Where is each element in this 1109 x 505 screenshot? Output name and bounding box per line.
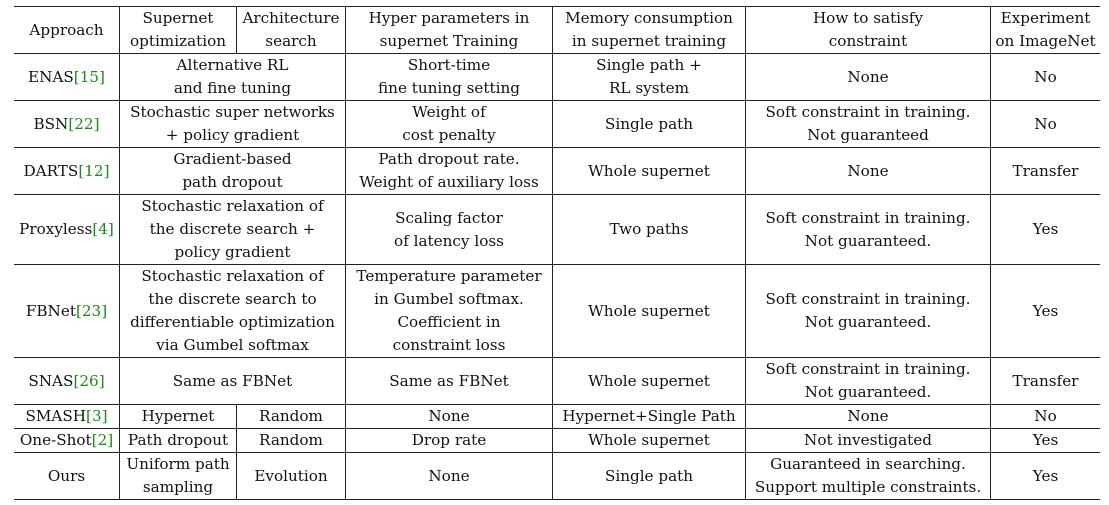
method-cell: Stochastic relaxation of the discrete sea… [119, 264, 346, 358]
architecture-search-cell: Random [236, 428, 346, 453]
architecture-search-cell: Random [236, 404, 346, 429]
approach-cell: ENAS[15] [14, 53, 120, 101]
supernet-optimization-cell: Path dropout [119, 428, 237, 453]
approach-name: SNAS [28, 371, 74, 390]
hyper-parameters-cell: Path dropout rate. Weight of auxiliary lo… [345, 147, 553, 195]
approach-name: DARTS [23, 161, 79, 180]
approach-name: Ours [47, 466, 86, 485]
approach-name: SMASH [25, 407, 87, 425]
citation-link[interactable]: [23] [75, 301, 108, 320]
approach-name: BSN [33, 114, 69, 133]
citation-link[interactable]: [22] [68, 114, 100, 133]
hyper-parameters-cell: Scaling factor of latency loss [345, 194, 553, 265]
citation-link[interactable]: [3] [86, 407, 108, 425]
imagenet-cell: Transfer [990, 357, 1100, 405]
imagenet-cell: Yes [990, 428, 1100, 453]
header-architecture-search: Architecture search [236, 6, 346, 54]
citation-link[interactable]: [4] [92, 220, 114, 238]
memory-cell: Two paths [552, 194, 746, 265]
imagenet-cell: Transfer [990, 147, 1100, 195]
header-approach: Approach [14, 6, 120, 54]
approach-cell: DARTS[12] [14, 147, 120, 195]
memory-cell: Whole supernet [552, 264, 746, 358]
table-row: Ours Uniform path sampling Evolution None Sin… [14, 452, 1100, 500]
approach-cell: Ours [14, 452, 120, 500]
supernet-optimization-cell: Uniform path sampling [119, 452, 237, 500]
table-row: BSN[22] Stochastic super networks + policy… [14, 100, 1100, 148]
imagenet-cell: No [990, 404, 1100, 429]
method-cell: Alternative RL and fine tuning [119, 53, 346, 101]
table-row: SMASH[3] Hypernet Random None Hypernet+Singl… [14, 404, 1100, 429]
approach-cell: SNAS[26] [14, 357, 120, 405]
memory-cell: Whole supernet [552, 357, 746, 405]
constraint-cell: None [745, 147, 991, 195]
method-cell: Stochastic super networks + policy gradie… [119, 100, 346, 148]
imagenet-cell: No [990, 53, 1100, 101]
header-constraint: How to satisfy constraint [745, 6, 991, 54]
approach-name: Proxyless [19, 220, 93, 238]
header-memory-consumption: Memory consumption in supernet training [552, 6, 746, 54]
constraint-cell: Not investigated [745, 428, 991, 453]
hyper-parameters-cell: Drop rate [345, 428, 553, 453]
constraint-cell: Soft constraint in training. Not guarante… [745, 357, 991, 405]
imagenet-cell: Yes [990, 264, 1100, 358]
citation-link[interactable]: [26] [73, 371, 105, 390]
approach-cell: SMASH[3] [14, 404, 120, 429]
approach-name: FBNet [25, 301, 76, 320]
hyper-parameters-cell: None [345, 452, 553, 500]
table-row: DARTS[12] Gradient-based path dropout Path … [14, 147, 1100, 195]
imagenet-cell: Yes [990, 194, 1100, 265]
table-row: SNAS[26] Same as FBNet Same as FBNet Whole … [14, 357, 1100, 405]
citation-link[interactable]: [15] [73, 67, 105, 86]
constraint-cell: Soft constraint in training. Not guarante… [745, 264, 991, 358]
approach-name: ENAS [28, 67, 74, 86]
table-row: FBNet[23] Stochastic relaxation of the dis… [14, 264, 1100, 358]
supernet-optimization-cell: Hypernet [119, 404, 237, 429]
constraint-cell: None [745, 404, 991, 429]
table-row: ENAS[15] Alternative RL and fine tuning Sho… [14, 53, 1100, 101]
hyper-parameters-cell: Weight of cost penalty [345, 100, 553, 148]
constraint-cell: Guaranteed in searching. Support multiple… [745, 452, 991, 500]
approach-cell: BSN[22] [14, 100, 120, 148]
comparison-table-container: Approach Supernet optimization Architectu… [14, 6, 1100, 500]
citation-link[interactable]: [2] [91, 431, 114, 449]
table-row: One-Shot[2] Path dropout Random Drop rate Wh… [14, 428, 1100, 453]
constraint-cell: None [745, 53, 991, 101]
approach-cell: One-Shot[2] [14, 428, 120, 453]
memory-cell: Whole supernet [552, 147, 746, 195]
constraint-cell: Soft constraint in training. Not guarante… [745, 194, 991, 265]
memory-cell: Single path [552, 100, 746, 148]
approach-cell: FBNet[23] [14, 264, 120, 358]
architecture-search-cell: Evolution [236, 452, 346, 500]
method-cell: Stochastic relaxation of the discrete sea… [119, 194, 346, 265]
memory-cell: Single path + RL system [552, 53, 746, 101]
method-cell: Same as FBNet [119, 357, 346, 405]
citation-link[interactable]: [12] [78, 161, 110, 180]
hyper-parameters-cell: Same as FBNet [345, 357, 553, 405]
comparison-table: Approach Supernet optimization Architectu… [14, 6, 1100, 500]
table-header-row: Approach Supernet optimization Architectu… [14, 6, 1100, 54]
imagenet-cell: No [990, 100, 1100, 148]
constraint-cell: Soft constraint in training. Not guarante… [745, 100, 991, 148]
header-supernet-optimization: Supernet optimization [119, 6, 237, 54]
imagenet-cell: Yes [990, 452, 1100, 500]
header-hyper-parameters: Hyper parameters in supernet Training [345, 6, 553, 54]
hyper-parameters-cell: None [345, 404, 553, 429]
hyper-parameters-cell: Short-time fine tuning setting [345, 53, 553, 101]
method-cell: Gradient-based path dropout [119, 147, 346, 195]
memory-cell: Single path [552, 452, 746, 500]
approach-cell: Proxyless[4] [14, 194, 120, 265]
header-imagenet: Experiment on ImageNet [990, 6, 1100, 54]
hyper-parameters-cell: Temperature parameter in Gumbel softmax. C… [345, 264, 553, 358]
memory-cell: Hypernet+Single Path [552, 404, 746, 429]
table-row: Proxyless[4] Stochastic relaxation of the … [14, 194, 1100, 265]
memory-cell: Whole supernet [552, 428, 746, 453]
approach-name: One-Shot [19, 431, 92, 449]
